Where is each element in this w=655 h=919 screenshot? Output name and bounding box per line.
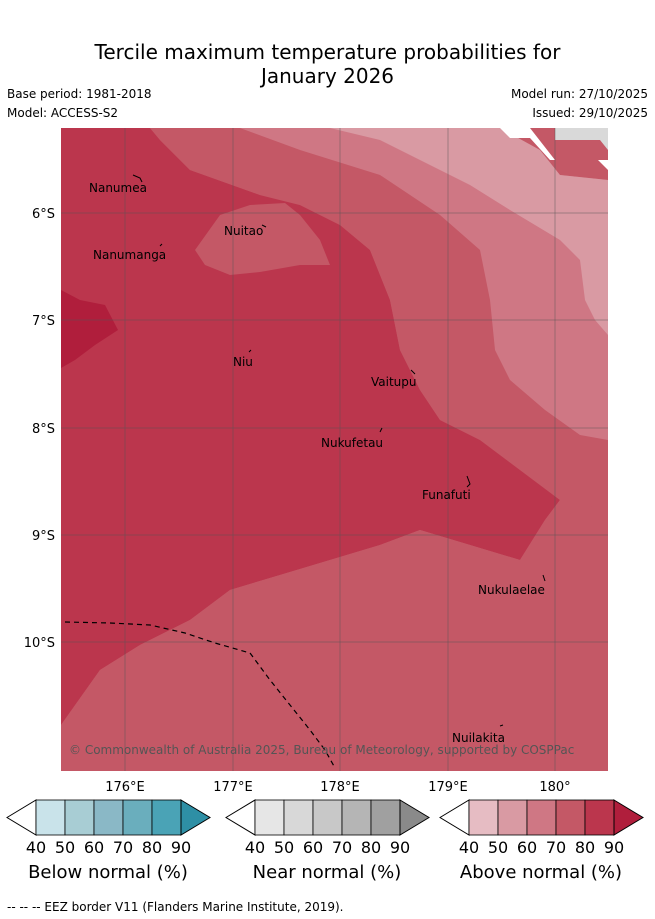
place-label-nukufetau: Nukufetau: [321, 436, 383, 450]
lon-axis-labels: 176°E 177°E 178°E 179°E 180°: [105, 780, 570, 795]
colorbar-near-tick-label: 70: [332, 838, 352, 857]
title-line-2: January 2026: [260, 64, 395, 88]
model-run: Model run: 27/10/2025: [510, 87, 648, 101]
region-no-data: [500, 128, 608, 170]
eez-footnote: -- -- -- EEZ border V11 (Flanders Marine…: [7, 900, 344, 914]
colorbar-near-tick-label: 60: [303, 838, 323, 857]
colorbar-near: 40 50 60 70 80 90: [225, 799, 430, 857]
colorbar-above-tick-label: 90: [604, 838, 624, 857]
lon-label-178e: 178°E: [320, 780, 360, 795]
lon-label-179e: 179°E: [428, 780, 468, 795]
colorbar-title-below: Below normal (%): [28, 862, 188, 883]
region-above-90: [61, 290, 118, 368]
colorbar-above: 40 50 60 70 80 90: [439, 799, 644, 857]
region-near-normal-50: [555, 128, 608, 150]
place-label-niu: Niu: [233, 355, 253, 369]
colorbar-near-swatch: [341, 799, 372, 836]
island-shapes: [132, 174, 546, 727]
copyright-notice: © Commonwealth of Australia 2025, Bureau…: [69, 743, 574, 757]
place-label-nuilakita: Nuilakita: [452, 731, 505, 745]
colorbar-above-tick-label: 40: [459, 838, 479, 857]
colorbar-above-swatch: [526, 799, 557, 836]
lon-label-177e: 177°E: [213, 780, 253, 795]
colorbar-below-tick-label: 90: [171, 838, 191, 857]
colorbar-below-lower-extension: [6, 799, 37, 836]
colorbar-above-swatch: [468, 799, 499, 836]
colorbar-below-swatch: [93, 799, 124, 836]
map-regions: [61, 128, 608, 771]
lat-label-8s: 8°S: [32, 422, 55, 437]
colorbar-above-swatch: [584, 799, 615, 836]
lon-label-180: 180°: [539, 780, 570, 795]
colorbar-near-tick-label: 80: [361, 838, 381, 857]
lat-axis-labels: 6°S 7°S 8°S 9°S 10°S: [24, 207, 55, 651]
place-label-nuitao: Nuitao: [224, 224, 263, 238]
region-above-70-southwest: [61, 500, 608, 771]
base-period: Base period: 1981-2018: [7, 87, 152, 101]
colorbar-above-tick-label: 50: [488, 838, 508, 857]
colorbar-title-near: Near normal (%): [252, 862, 402, 883]
colorbar-near-swatch: [254, 799, 285, 836]
colorbar-below-upper-extension: [180, 799, 211, 836]
colorbar-near-tick-label: 90: [390, 838, 410, 857]
colorbar-near-swatch: [370, 799, 401, 836]
model-name: Model: ACCESS-S2: [7, 106, 119, 120]
lon-label-176e: 176°E: [105, 780, 145, 795]
colorbar-below-tick-label: 40: [26, 838, 46, 857]
colorbar-below-tick-label: 50: [55, 838, 75, 857]
issued-date: Issued: 29/10/2025: [532, 106, 648, 120]
region-above-70-nuitao: [195, 203, 330, 275]
colorbar-legends: 40 50 60 70 80 90 40 50 60 70 80 90 40 50 60 70 80 90: [6, 799, 644, 857]
colorbar-below-swatch: [64, 799, 95, 836]
title-line-1: Tercile maximum temperature probabilitie…: [94, 40, 561, 64]
place-labels: Nanumea Nuitao Nanumanga Niu Vaitupu Nuk…: [89, 181, 545, 745]
colorbar-near-swatch: [283, 799, 314, 836]
colorbar-above-tick-label: 60: [517, 838, 537, 857]
place-label-vaitupu: Vaitupu: [371, 375, 417, 389]
colorbar-near-lower-extension: [225, 799, 256, 836]
region-above-50: [330, 128, 608, 335]
lat-label-7s: 7°S: [32, 314, 55, 329]
colorbar-above-upper-extension: [613, 799, 644, 836]
colorbar-above-tick-label: 70: [546, 838, 566, 857]
colorbar-above-swatch: [555, 799, 586, 836]
map-title: Tercile maximum temperature probabilitie…: [0, 40, 655, 88]
lat-label-6s: 6°S: [32, 207, 55, 222]
place-label-nanumanga: Nanumanga: [93, 248, 166, 262]
colorbar-near-swatch: [312, 799, 343, 836]
gridlines: [61, 128, 608, 771]
colorbar-below-swatch: [151, 799, 182, 836]
colorbar-below-tick-label: 70: [113, 838, 133, 857]
colorbar-below: 40 50 60 70 80 90: [6, 799, 211, 857]
colorbar-near-tick-label: 40: [245, 838, 265, 857]
lat-label-9s: 9°S: [32, 529, 55, 544]
colorbar-below-tick-label: 80: [142, 838, 162, 857]
place-label-nukulaelae: Nukulaelae: [478, 583, 545, 597]
lat-label-10s: 10°S: [24, 636, 55, 651]
colorbar-above-tick-label: 80: [575, 838, 595, 857]
colorbar-near-tick-label: 50: [274, 838, 294, 857]
colorbar-below-swatch: [122, 799, 153, 836]
colorbar-above-lower-extension: [439, 799, 470, 836]
colorbar-above-swatch: [497, 799, 528, 836]
region-above-80-core: [61, 128, 560, 725]
colorbar-near-upper-extension: [399, 799, 430, 836]
colorbar-title-above: Above normal (%): [459, 862, 623, 883]
colorbar-below-tick-label: 60: [84, 838, 104, 857]
place-label-nanumea: Nanumea: [89, 181, 147, 195]
place-label-funafuti: Funafuti: [422, 488, 471, 502]
colorbar-below-swatch: [35, 799, 66, 836]
